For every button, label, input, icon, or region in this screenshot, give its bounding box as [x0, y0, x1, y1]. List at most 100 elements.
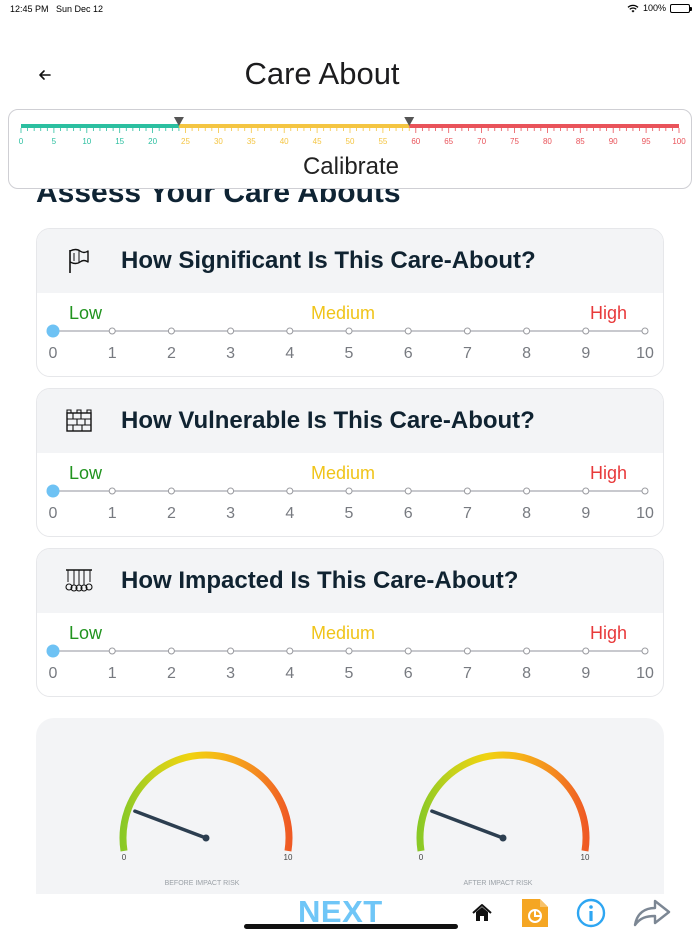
high-label: High [590, 463, 628, 483]
slider-step[interactable] [523, 327, 531, 335]
flag-icon [37, 247, 121, 275]
info-icon[interactable] [576, 898, 606, 928]
calibrate-tick-label: 60 [411, 137, 420, 146]
status-time: 12:45 PM [10, 4, 49, 14]
calibrate-tick-label: 10 [82, 137, 91, 146]
slider-step[interactable] [108, 647, 116, 655]
gauge-arc [119, 751, 293, 852]
slider-step[interactable] [404, 487, 412, 495]
calibrate-tick-label: 45 [313, 137, 322, 146]
share-icon[interactable] [633, 898, 671, 928]
calibrate-tick-label: 90 [609, 137, 618, 146]
slider-tick-label: 0 [49, 505, 58, 522]
slider-tick-label: 0 [49, 665, 58, 682]
gauge-label: BEFORE IMPACT RISK [164, 880, 240, 887]
slider-tick-label: 4 [285, 345, 294, 362]
slider-thumb[interactable] [46, 324, 60, 338]
slider-tick-label: 1 [108, 505, 117, 522]
question-title: How Impacted Is This Care-About? [121, 567, 519, 594]
slider-step[interactable] [167, 327, 175, 335]
slider-step[interactable] [523, 647, 531, 655]
slider-tick-label: 5 [345, 505, 354, 522]
slider-step[interactable] [108, 487, 116, 495]
slider-tick-label: 8 [522, 665, 531, 682]
slider-step[interactable] [227, 487, 235, 495]
question-title: How Vulnerable Is This Care-About? [121, 407, 535, 434]
slider-step[interactable] [227, 327, 235, 335]
slider-step[interactable] [582, 647, 590, 655]
slider-step[interactable] [345, 327, 353, 335]
rating-slider[interactable]: 0 1 2 3 4 5 6 7 8 9 10 [37, 483, 664, 531]
slider-step[interactable] [463, 487, 471, 495]
after-impact-gauge: 0 10 [416, 751, 590, 862]
rating-slider[interactable]: 0 1 2 3 4 5 6 7 8 9 10 [37, 323, 664, 371]
slider-tick-label: 9 [581, 505, 590, 522]
rating-slider[interactable]: 0 1 2 3 4 5 6 7 8 9 10 [37, 643, 664, 691]
slider-tick-label: 9 [581, 345, 590, 362]
slider-step[interactable] [641, 647, 649, 655]
slider-tick-label: 3 [226, 505, 235, 522]
slider-tick-label: 6 [404, 665, 413, 682]
medium-label: Medium [311, 463, 376, 483]
report-icon[interactable] [520, 897, 550, 929]
calibrate-tick-label: 35 [247, 137, 256, 146]
slider-step[interactable] [286, 327, 294, 335]
slider-tick-label: 9 [581, 665, 590, 682]
gauge-min-label: 0 [122, 853, 127, 862]
calibrate-marker[interactable] [173, 117, 184, 126]
slider-tick-label: 1 [108, 665, 117, 682]
slider-tick-label: 5 [345, 345, 354, 362]
calibrate-marker[interactable] [404, 117, 415, 126]
card-header: How Significant Is This Care-About? [37, 229, 663, 293]
status-right: 100% [627, 3, 692, 13]
next-button[interactable]: NEXT [298, 894, 383, 929]
calibrate-panel[interactable]: 0 5 10 15 20 25 30 35 40 45 50 55 60 65 70 75 80 85 90 95 10… [8, 109, 692, 189]
gauge-max-label: 10 [581, 853, 590, 862]
home-icon[interactable] [471, 902, 493, 924]
calibrate-scale[interactable]: 0 5 10 15 20 25 30 35 40 45 50 55 60 65 70 75 80 85 90 95 10… [9, 110, 693, 154]
gauge-min-label: 0 [419, 853, 424, 862]
calibrate-tick-label: 50 [346, 137, 355, 146]
slider-step[interactable] [286, 487, 294, 495]
slider-step[interactable] [641, 487, 649, 495]
gauge-hub [499, 834, 507, 842]
slider-step[interactable] [227, 647, 235, 655]
medium-label: Medium [311, 623, 376, 643]
slider-tick-label: 10 [636, 345, 654, 362]
slider-step[interactable] [463, 327, 471, 335]
slider-tick-label: 4 [285, 505, 294, 522]
brick-wall-icon [37, 409, 121, 433]
slider-step[interactable] [286, 647, 294, 655]
slider-tick-label: 3 [226, 345, 235, 362]
slider-thumb[interactable] [46, 484, 60, 498]
slider-tick-label: 7 [463, 505, 472, 522]
medium-label: Medium [311, 303, 376, 323]
slider-step[interactable] [345, 487, 353, 495]
slider-tick-label: 7 [463, 345, 472, 362]
slider-thumb[interactable] [46, 644, 60, 658]
back-button[interactable] [34, 64, 56, 86]
slider-tick-label: 8 [522, 345, 531, 362]
calibrate-tick-label: 40 [280, 137, 289, 146]
slider-step[interactable] [582, 327, 590, 335]
calibrate-tick-label: 75 [510, 137, 519, 146]
calibrate-tick-label: 5 [52, 137, 57, 146]
slider-step[interactable] [167, 487, 175, 495]
slider-step[interactable] [345, 647, 353, 655]
slider-tick-label: 7 [463, 665, 472, 682]
slider-step[interactable] [523, 487, 531, 495]
slider-step[interactable] [463, 647, 471, 655]
calibrate-tick-label: 85 [576, 137, 585, 146]
slider-step[interactable] [404, 327, 412, 335]
slider-tick-label: 10 [636, 665, 654, 682]
slider-step[interactable] [404, 647, 412, 655]
calibrate-tick-label: 55 [378, 137, 387, 146]
slider-tick-label: 4 [285, 665, 294, 682]
slider-step[interactable] [167, 647, 175, 655]
slider-step[interactable] [108, 327, 116, 335]
slider-step[interactable] [582, 487, 590, 495]
status-date: Sun Dec 12 [56, 4, 104, 14]
calibrate-tick-label: 65 [444, 137, 453, 146]
slider-step[interactable] [641, 327, 649, 335]
slider-tick-label: 5 [345, 665, 354, 682]
